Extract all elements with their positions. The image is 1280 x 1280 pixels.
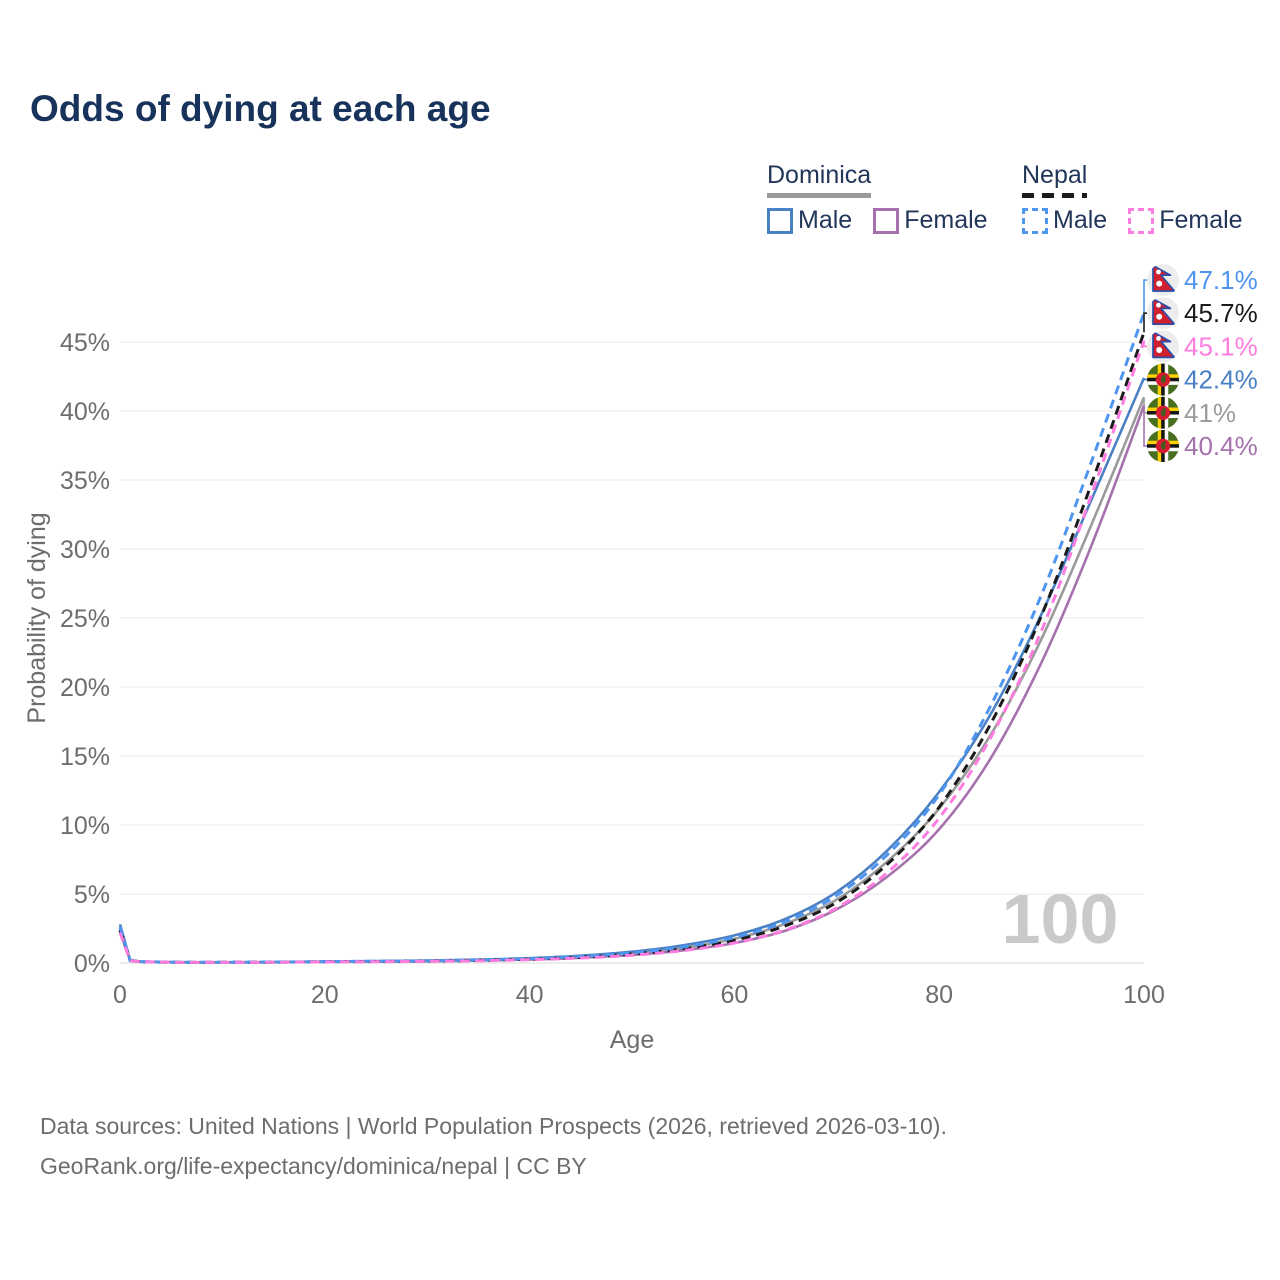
end-value-label-nepal-male: 47.1% — [1184, 265, 1258, 295]
x-tick-label: 20 — [311, 981, 339, 1009]
dominica-flag-icon — [1147, 430, 1179, 462]
legend-dominica-label: Dominica — [767, 161, 872, 189]
dominica-flag-icon — [1147, 364, 1179, 396]
page-title: Odds of dying at each age — [30, 88, 491, 129]
legend-item-nepal-female[interactable]: Female — [1128, 206, 1243, 235]
x-tick-label: 0 — [113, 981, 127, 1009]
dominica-flag-icon — [1147, 397, 1179, 429]
legend-male-label: Male — [798, 206, 853, 234]
nepal-total-line-swatch — [1022, 193, 1088, 198]
y-tick-label: 0% — [74, 950, 110, 978]
nepal-flag-icon — [1147, 297, 1179, 329]
series-line-dominica-female — [118, 405, 1146, 964]
y-tick-label: 10% — [60, 812, 110, 840]
y-tick-label: 30% — [60, 536, 110, 564]
y-tick-label: 5% — [74, 881, 110, 909]
y-tick-label: 45% — [60, 329, 110, 357]
x-tick-label: 40 — [516, 981, 544, 1009]
series-line-nepal-total — [118, 331, 1146, 964]
legend-male-label: Male — [1053, 206, 1108, 234]
x-tick-label: 60 — [720, 981, 748, 1009]
legend-dominica-header: Dominica — [767, 161, 872, 198]
x-tick-label: 80 — [925, 981, 953, 1009]
y-tick-label: 40% — [60, 398, 110, 426]
x-tick-label: 100 — [1123, 981, 1165, 1009]
y-tick-label: 35% — [60, 467, 110, 495]
nepal-female-swatch-icon — [1128, 207, 1155, 234]
y-tick-label: 25% — [60, 605, 110, 633]
end-value-label-dominica-female: 40.4% — [1184, 431, 1258, 461]
nepal-flag-icon — [1147, 264, 1179, 296]
legend-nepal-label: Nepal — [1022, 161, 1088, 189]
nepal-flag-icon — [1147, 330, 1179, 362]
y-tick-label: 20% — [60, 674, 110, 702]
end-label-connector — [1143, 279, 1147, 313]
end-value-label-nepal-female: 45.1% — [1184, 331, 1258, 361]
legend-female-label: Female — [904, 206, 988, 234]
end-value-label-dominica-total: 41% — [1184, 398, 1236, 428]
legend-item-dominica-female[interactable]: Female — [873, 206, 988, 235]
data-sources-line: Data sources: United Nations | World Pop… — [40, 1113, 947, 1139]
end-label-connector — [1143, 377, 1147, 381]
footer: Data sources: United Nations | World Pop… — [40, 1106, 947, 1186]
end-value-label-nepal-total: 45.7% — [1184, 298, 1258, 328]
y-axis-title: Probability of dying — [23, 512, 51, 723]
series-line-nepal-female — [118, 340, 1146, 964]
attribution-line: GeoRank.org/life-expectancy/dominica/nep… — [40, 1153, 587, 1179]
legend-item-dominica-male[interactable]: Male — [767, 206, 852, 235]
age-watermark: 100 — [1002, 880, 1119, 958]
legend-female-label: Female — [1159, 206, 1243, 234]
end-value-label-dominica-male: 42.4% — [1184, 365, 1258, 395]
end-label-connector — [1143, 312, 1147, 333]
legend-nepal-header: Nepal — [1022, 161, 1088, 198]
nepal-male-swatch-icon — [1022, 207, 1048, 234]
series-line-dominica-male — [118, 377, 1146, 964]
dominica-total-line-swatch — [767, 193, 872, 198]
series-line-nepal-male — [118, 312, 1146, 964]
legend-group-nepal: Nepal Male Female — [1022, 161, 1243, 235]
series-line-dominica-total — [118, 396, 1146, 964]
dominica-male-swatch-icon — [767, 207, 793, 234]
legend-group-dominica: Dominica Male Female — [767, 161, 988, 235]
dominica-female-swatch-icon — [873, 207, 900, 234]
end-label-connector — [1143, 340, 1147, 348]
end-label-connector — [1143, 405, 1147, 447]
y-tick-label: 15% — [60, 743, 110, 771]
legend-item-nepal-male[interactable]: Male — [1022, 206, 1107, 235]
x-axis-title: Age — [610, 1026, 654, 1054]
